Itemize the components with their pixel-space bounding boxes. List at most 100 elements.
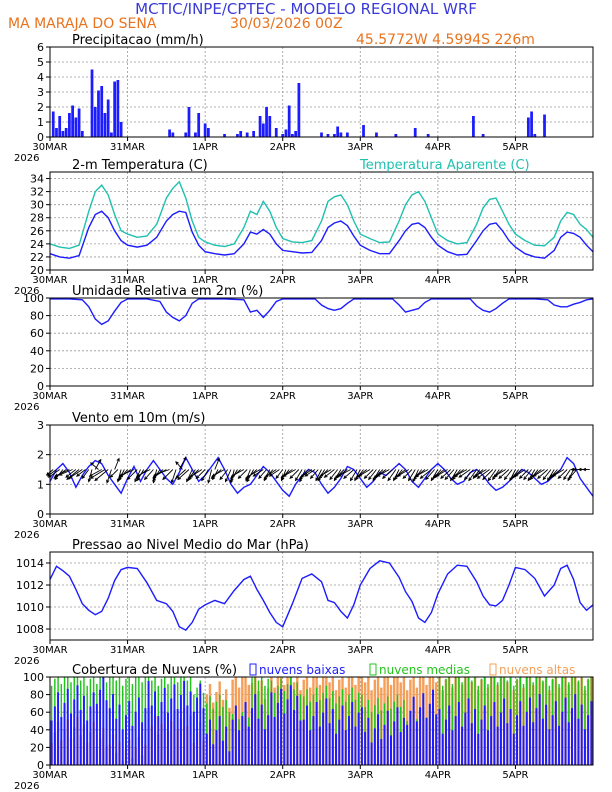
cloud-low-bar	[486, 730, 489, 766]
cloud-low-bar	[260, 704, 263, 766]
cloud-low-bar	[467, 698, 470, 766]
panel-clouds: 0 20 40 60 80 100 30MAR 31MAR 1APR 2APR 3APR 4APR 5A…	[14, 663, 594, 792]
y-tick-label: 100	[23, 292, 44, 305]
y-tick-label: 0	[37, 380, 44, 393]
wind-vector	[395, 469, 406, 478]
panel-frame	[49, 676, 594, 766]
cloud-low-bar	[105, 700, 108, 766]
wind-vector-head	[280, 474, 285, 478]
precip-bar	[297, 83, 301, 137]
cloud-low-bar	[354, 726, 357, 766]
wind-vector	[440, 469, 452, 479]
wind-vector	[196, 469, 206, 479]
wind-vector-head	[394, 474, 399, 478]
wind-vector	[527, 469, 536, 481]
y-tick-label: 1	[37, 116, 44, 129]
y-tick-label: 20	[30, 741, 44, 754]
cloud-low-bar	[528, 697, 531, 766]
wind-vector-head	[452, 474, 457, 478]
wind-vector-head	[557, 475, 562, 480]
wind-vector-head	[492, 476, 496, 481]
cloud-mid-bar	[522, 684, 525, 765]
wind-vector	[364, 469, 374, 479]
cloud-low-bar	[451, 730, 454, 766]
wind-vector-head	[373, 475, 378, 480]
cloud-low-bar	[293, 709, 296, 766]
cloud-low-bar	[173, 684, 176, 766]
x-tick-label: 31MAR	[110, 770, 145, 781]
wind-vector-head	[94, 477, 99, 482]
x-tick-label: 2APR	[270, 645, 296, 656]
cloud-low-bar	[267, 715, 270, 766]
y-tick-label: 3	[37, 419, 44, 432]
x-tick-label: 3APR	[347, 519, 373, 530]
panel-pressure: 1008 1010 1012 1014 30MAR 31MAR 1APR 2APR 3APR 4A…	[14, 538, 594, 667]
wind-vector-head	[237, 475, 242, 480]
cloud-low-bar	[409, 710, 412, 766]
precip-bar	[394, 134, 398, 137]
precip-bar	[74, 117, 78, 137]
precip-bar	[187, 107, 191, 137]
wind-vector	[504, 469, 513, 480]
cloud-low-bar	[154, 691, 157, 766]
wind-vector	[76, 469, 86, 477]
wind-vector-head	[224, 478, 229, 483]
wind-vector	[482, 469, 494, 480]
cloud-low-bar	[590, 701, 593, 766]
wind-vector	[458, 469, 471, 478]
cloud-low-bar	[99, 689, 102, 766]
x-tick-label: 2APR	[270, 142, 296, 153]
precip-bar	[336, 126, 340, 137]
cloud-low-bar	[512, 733, 515, 766]
precip-bar	[472, 116, 475, 137]
wind-vector	[533, 469, 545, 477]
precip-bar	[245, 132, 249, 137]
cloud-low-bar	[373, 728, 376, 766]
wind-vector-head	[463, 476, 468, 481]
x-tick-label: 2APR	[270, 770, 296, 781]
wind-vector	[214, 458, 220, 470]
y-tick-label: 20	[30, 362, 44, 375]
x-year-label: 2026	[14, 286, 39, 297]
x-tick-label: 5APR	[502, 391, 528, 402]
precip-bar	[100, 86, 104, 137]
cloud-mid-bar	[496, 682, 499, 765]
precip-bar	[116, 80, 120, 137]
cloud-low-bar	[322, 712, 325, 766]
precip-bar	[333, 134, 336, 137]
precip-bar	[375, 132, 378, 137]
wind-vector-head	[532, 473, 537, 477]
wind-vector	[397, 469, 409, 477]
wind-vector-head	[356, 474, 360, 478]
x-tick-label: 31MAR	[110, 519, 145, 530]
wind-vector-head	[368, 476, 372, 481]
wind-vector-head	[246, 478, 250, 483]
wind-vector-head	[372, 477, 376, 482]
wind-vector	[127, 469, 138, 480]
wind-vector	[295, 469, 303, 481]
wind-vector-head	[195, 475, 200, 480]
x-tick-label: 4APR	[425, 142, 451, 153]
precip-bar	[339, 132, 343, 137]
cloud-low-bar	[192, 711, 195, 766]
x-tick-label: 1APR	[192, 391, 218, 402]
x-tick-label: 3APR	[347, 142, 373, 153]
wind-vector	[189, 469, 203, 478]
cloud-low-bar	[519, 701, 522, 766]
wind-vector	[175, 469, 187, 479]
panel-title: 2-m Temperatura (C)	[72, 158, 208, 173]
precip-bar	[207, 128, 210, 137]
cloud-low-bar	[448, 705, 451, 766]
precip-bar	[184, 132, 188, 137]
wind-vector	[343, 469, 355, 479]
wind-vector-head	[547, 477, 551, 482]
precip-bar	[106, 99, 110, 137]
series-line-temp	[49, 210, 594, 259]
x-tick-label: 4APR	[425, 519, 451, 530]
wind-vector	[253, 469, 264, 477]
wind-vector-head	[66, 476, 71, 481]
cloud-low-bar	[273, 716, 276, 766]
cloud-low-bar	[179, 694, 182, 766]
cloud-low-bar	[554, 701, 557, 766]
wind-vector-head	[317, 477, 321, 482]
